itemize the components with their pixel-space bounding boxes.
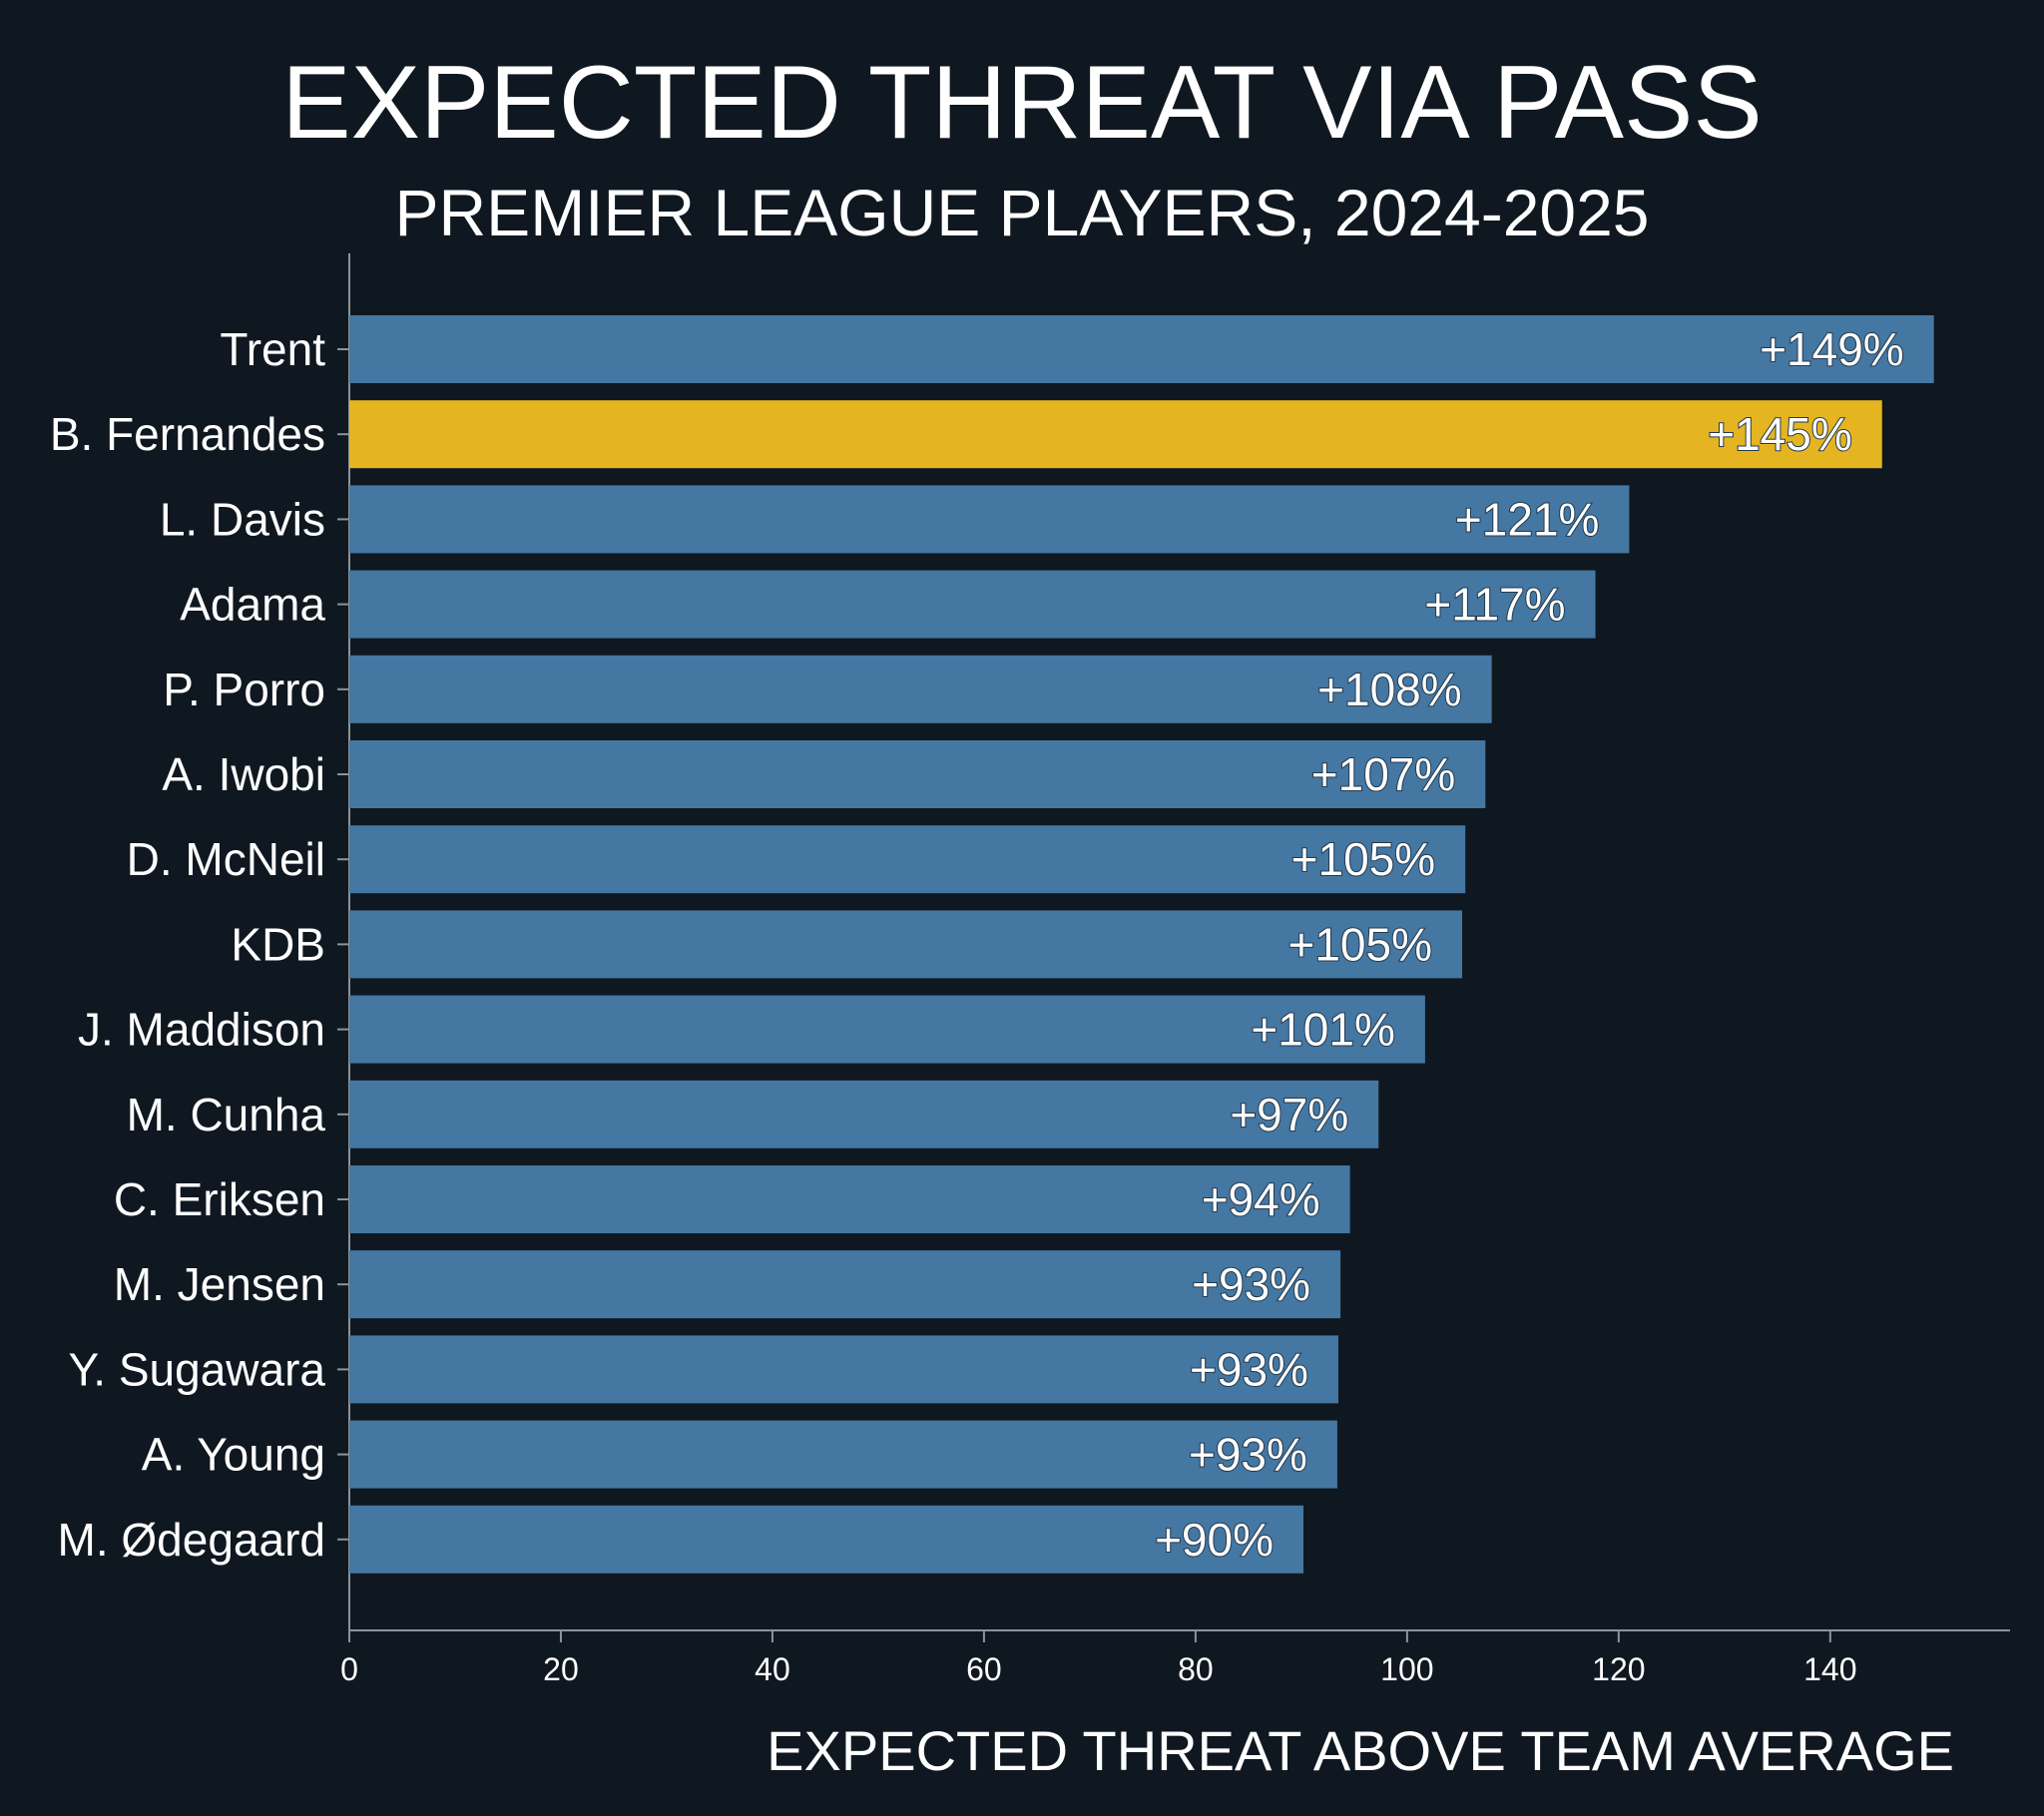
x-tick-label: 80 — [1178, 1651, 1214, 1687]
chart-subtitle: PREMIER LEAGUE PLAYERS, 2024-2025 — [394, 176, 1649, 249]
category-label: Y. Sugawara — [69, 1343, 326, 1395]
category-label: A. Young — [142, 1429, 325, 1481]
bar — [349, 315, 1934, 383]
data-label: +94% — [1202, 1173, 1320, 1225]
category-label: KDB — [231, 918, 325, 970]
x-tick-label: 60 — [966, 1651, 1002, 1687]
bar — [349, 995, 1425, 1064]
category-label: M. Cunha — [127, 1089, 326, 1140]
data-label: +93% — [1190, 1343, 1308, 1395]
data-label: +145% — [1708, 408, 1852, 460]
bar — [349, 1420, 1337, 1489]
data-label: +107% — [1311, 748, 1456, 800]
data-label: +93% — [1192, 1258, 1310, 1310]
category-label: P. Porro — [163, 664, 325, 715]
category-label: C. Eriksen — [114, 1173, 325, 1225]
bar — [349, 400, 1882, 469]
x-axis-label: EXPECTED THREAT ABOVE TEAM AVERAGE — [766, 1719, 1954, 1782]
bar — [349, 910, 1462, 979]
data-label: +149% — [1760, 323, 1904, 375]
data-label: +117% — [1424, 579, 1565, 631]
data-label: +97% — [1230, 1089, 1348, 1140]
x-tick-label: 20 — [543, 1651, 579, 1687]
data-label: +105% — [1291, 833, 1436, 885]
bar — [349, 1080, 1379, 1148]
category-label: M. Jensen — [114, 1258, 325, 1310]
data-label: +93% — [1189, 1429, 1307, 1481]
data-label: +121% — [1455, 493, 1600, 545]
x-tick-label: 40 — [755, 1651, 790, 1687]
category-label: L. Davis — [160, 493, 325, 545]
bar — [349, 825, 1466, 894]
x-tick-label: 100 — [1380, 1651, 1433, 1687]
category-label: B. Fernandes — [50, 408, 325, 460]
category-label: Adama — [180, 579, 325, 631]
bar — [349, 740, 1486, 808]
bar — [349, 1335, 1338, 1404]
data-label: +101% — [1251, 1004, 1395, 1056]
category-label: J. Maddison — [78, 1004, 325, 1056]
x-tick-label: 140 — [1803, 1651, 1856, 1687]
x-tick-label: 0 — [340, 1651, 358, 1687]
category-label: D. McNeil — [127, 833, 325, 885]
bar — [349, 1250, 1341, 1319]
bar — [349, 570, 1596, 639]
category-label: A. Iwobi — [162, 748, 325, 800]
x-tick-label: 120 — [1592, 1651, 1645, 1687]
plot-area: 0 20 40 60 80 100 120 140 Trent +149% B. Fernandes… — [50, 253, 2010, 1687]
data-label: +105% — [1287, 918, 1432, 970]
bar — [349, 655, 1492, 723]
category-label: Trent — [220, 323, 325, 375]
bar — [349, 1505, 1304, 1574]
chart-title: EXPECTED THREAT VIA PASS — [281, 45, 1762, 161]
data-label: +108% — [1317, 664, 1462, 715]
bar — [349, 485, 1630, 554]
data-label: +90% — [1155, 1514, 1274, 1566]
bar — [349, 1165, 1350, 1233]
category-label: M. Ødegaard — [58, 1514, 325, 1566]
